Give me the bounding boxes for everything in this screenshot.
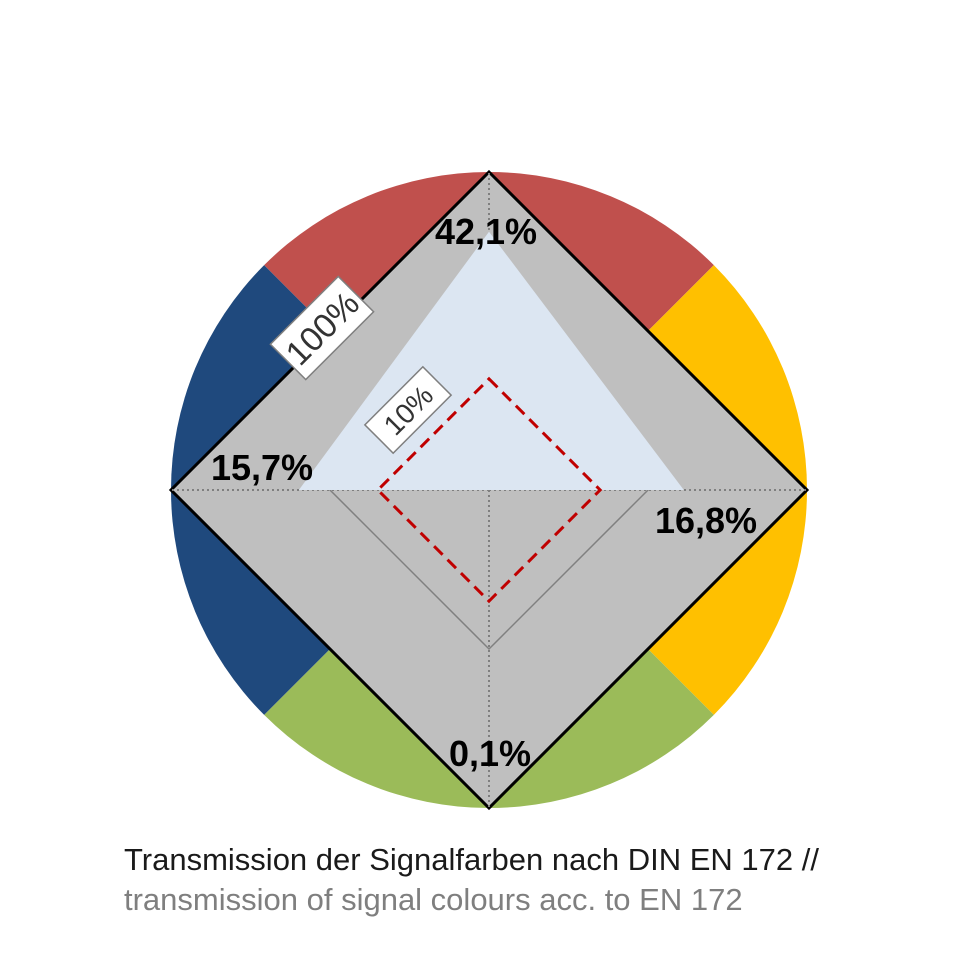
caption-english: transmission of signal colours acc. to E… <box>124 882 743 917</box>
value-label-yellow: 16,8% <box>655 500 757 541</box>
caption-german: Transmission der Signalfarben nach DIN E… <box>124 842 819 877</box>
reference-diamond <box>375 376 603 604</box>
scale-label-10-box <box>363 365 453 455</box>
value-labels: 42,1% 16,8% 0,1% 15,7% <box>211 211 757 774</box>
value-label-red: 42,1% <box>435 211 537 252</box>
scale-label-100-box <box>269 275 375 381</box>
value-label-green: 0,1% <box>449 733 531 774</box>
value-label-blue: 15,7% <box>211 447 313 488</box>
scale-label-100: 100% <box>269 275 375 381</box>
